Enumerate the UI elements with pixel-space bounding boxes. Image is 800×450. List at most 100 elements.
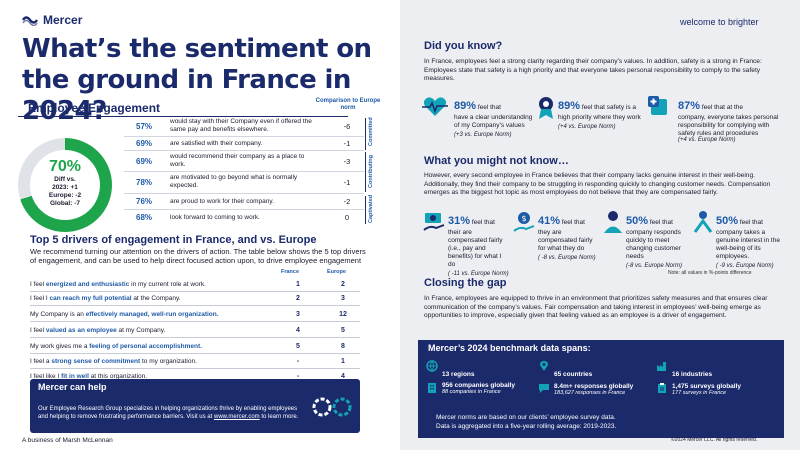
- engagement-row: 69% are satisfied with their company. -1: [124, 139, 382, 148]
- engagement-row-pct: 78%: [136, 177, 153, 187]
- stat-percent: 31%: [448, 215, 471, 227]
- left-column: Mercer What’s the sentiment on the groun…: [18, 13, 382, 444]
- responses-france: 183,627 responses in France: [554, 390, 626, 396]
- stat-body: high priority where they work: [558, 114, 641, 121]
- driver-text-post: at my Company.: [116, 326, 166, 334]
- driver-rank-europe: 5: [341, 326, 345, 334]
- engagement-row-diff: 0: [344, 213, 350, 222]
- benchmark-companies: 956 companies globally 88 companies in F…: [442, 382, 530, 395]
- logo-text: Mercer: [43, 13, 83, 27]
- engagement-row-text: are motivated to go beyond what is norma…: [170, 174, 298, 189]
- chat-bubble-icon: [539, 384, 549, 393]
- industries-value: 16 industries: [672, 371, 713, 378]
- engagement-row-pct: 57%: [136, 121, 153, 131]
- engagement-divider: [18, 116, 348, 117]
- dimension-bracket: [365, 152, 375, 192]
- driver-highlight: valued as an employee: [45, 326, 117, 334]
- stat-note: (+4 vs. Europe Norm): [558, 124, 616, 130]
- did-stat-responsibility: 87% feel that at the company, everyone t…: [678, 96, 788, 144]
- donut-center: 70% Diff vs. 2023: +1 Europe: -2 Global:…: [30, 150, 100, 220]
- heart-pulse-icon: [422, 97, 448, 116]
- stat-body: company takes a genuine interest in the …: [716, 229, 780, 260]
- driver-row: I feel valued as an employee at my Compa…: [30, 323, 360, 338]
- stat-note: (+4 vs. Europe Norm): [678, 137, 736, 143]
- engagement-title: Employee Engagement: [28, 101, 161, 115]
- stat-lead: feel that: [470, 219, 495, 226]
- engagement-row-diff: -1: [343, 177, 351, 187]
- engagement-row: 78% are motivated to go beyond what is n…: [124, 174, 382, 190]
- driver-text-pre: I feel like I: [30, 372, 62, 380]
- engagement-row-pct: 76%: [136, 197, 153, 206]
- engagement-donut-chart: 70% Diff vs. 2023: +1 Europe: -2 Global:…: [18, 138, 112, 232]
- driver-row: I feel energized and enthusiastic in my …: [30, 277, 360, 292]
- engagement-row-pct: 69%: [136, 156, 153, 166]
- stat-percent: 50%: [716, 215, 739, 227]
- driver-text-pre: I feel: [30, 280, 46, 288]
- stat-note: (+3 vs. Europe Norm): [454, 132, 512, 138]
- stat-note: (-8 vs. Europe Norm): [626, 263, 683, 269]
- award-badge-icon: [539, 97, 553, 119]
- stat-lead: feel that: [738, 219, 763, 226]
- driver-rank-europe: 1: [341, 357, 345, 365]
- stat-note: ( -11 vs. Europe Norm): [448, 271, 509, 277]
- driver-text-pre: My Company is an: [30, 310, 86, 318]
- building-icon: [428, 383, 436, 393]
- diff-label: Diff vs.: [54, 176, 76, 183]
- driver-statement: I feel like I fit in well at this organi…: [30, 373, 360, 380]
- driver-text-post: at this organization.: [88, 372, 148, 380]
- help-title: Mercer can help: [38, 382, 107, 392]
- mercer-logo[interactable]: Mercer: [22, 13, 82, 27]
- col-france: France: [281, 269, 300, 275]
- stat-body: their are compensated fairly (i.e., pay …: [448, 229, 503, 268]
- driver-rank-france: 2: [296, 294, 300, 302]
- driver-rank-france: 3: [296, 310, 300, 318]
- row-divider: [124, 150, 364, 151]
- page-title: What’s the sentiment on the ground in Fr…: [22, 34, 372, 126]
- engagement-row-text: are satisfied with their company.: [170, 139, 263, 147]
- help-text: Our Employee Research Group specializes …: [38, 405, 303, 421]
- surveys-france: 177 surveys in France: [672, 390, 727, 396]
- engagement-row: 57% would stay with their Company even i…: [124, 118, 382, 134]
- benchmark-title: Mercer’s 2024 benchmark data spans:: [428, 343, 591, 353]
- mercer-logo-icon: [22, 16, 38, 26]
- stat-lead: feel that: [560, 219, 585, 226]
- mnk-stat-fair: 41% feel that they are compensated fairl…: [538, 211, 600, 262]
- driver-text-post: in my current role at work.: [129, 280, 206, 288]
- responses-global: 8.4m+ responses globally: [554, 383, 634, 390]
- customer-icon: [604, 211, 622, 233]
- diff-europe: Europe: -2: [48, 192, 82, 199]
- driver-highlight: can reach my full potential: [49, 294, 132, 302]
- stat-body: have a clear understanding of my Company…: [454, 114, 533, 129]
- row-divider: [124, 136, 364, 137]
- benchmark-regions: 13 regions: [442, 363, 475, 381]
- tagline: welcome to brighter: [680, 17, 759, 27]
- driver-rank-france: 4: [296, 326, 300, 334]
- dimension-bracket: [365, 118, 375, 150]
- driver-highlight: fit in well: [61, 372, 89, 380]
- driver-rank-europe: 4: [341, 372, 345, 380]
- stat-lead: feel that safety is a: [580, 104, 637, 111]
- col-europe: Europe: [327, 269, 346, 275]
- driver-text-pre: My work gives me a: [30, 342, 90, 350]
- benchmark-countries: 65 countries: [554, 363, 592, 381]
- benchmark-footnote: Mercer norms are based on our clients’ e…: [436, 413, 616, 431]
- driver-text-pre: I feel a: [30, 357, 52, 365]
- might-not-know-text: However, every second employee in France…: [424, 172, 771, 196]
- driver-statement: My Company is an effectively managed, we…: [30, 311, 360, 318]
- diff-global: Global: -7: [50, 200, 80, 207]
- driver-rank-france: -: [296, 357, 300, 365]
- dimension-committed: Committed: [368, 117, 374, 146]
- footer-marsh: A business of Marsh McLennan: [22, 437, 113, 444]
- benchmark-foot-1: Mercer norms are based on our clients’ e…: [436, 414, 616, 421]
- did-stat-safety: 89% feel that safety is a high priority …: [558, 96, 658, 131]
- closing-title: Closing the gap: [424, 277, 507, 289]
- row-divider: [124, 209, 364, 210]
- health-plus-icon: [648, 96, 667, 115]
- dimension-contributing: Contributing: [368, 155, 374, 188]
- dimension-bracket: [365, 196, 375, 224]
- mercer-link[interactable]: www.mercer.com: [213, 414, 260, 420]
- copyright: ©2024 Mercer LLC. All rights reserved.: [671, 437, 758, 443]
- driver-rank-france: 1: [296, 280, 300, 288]
- drivers-title: Top 5 drivers of engagement in France, a…: [30, 234, 317, 246]
